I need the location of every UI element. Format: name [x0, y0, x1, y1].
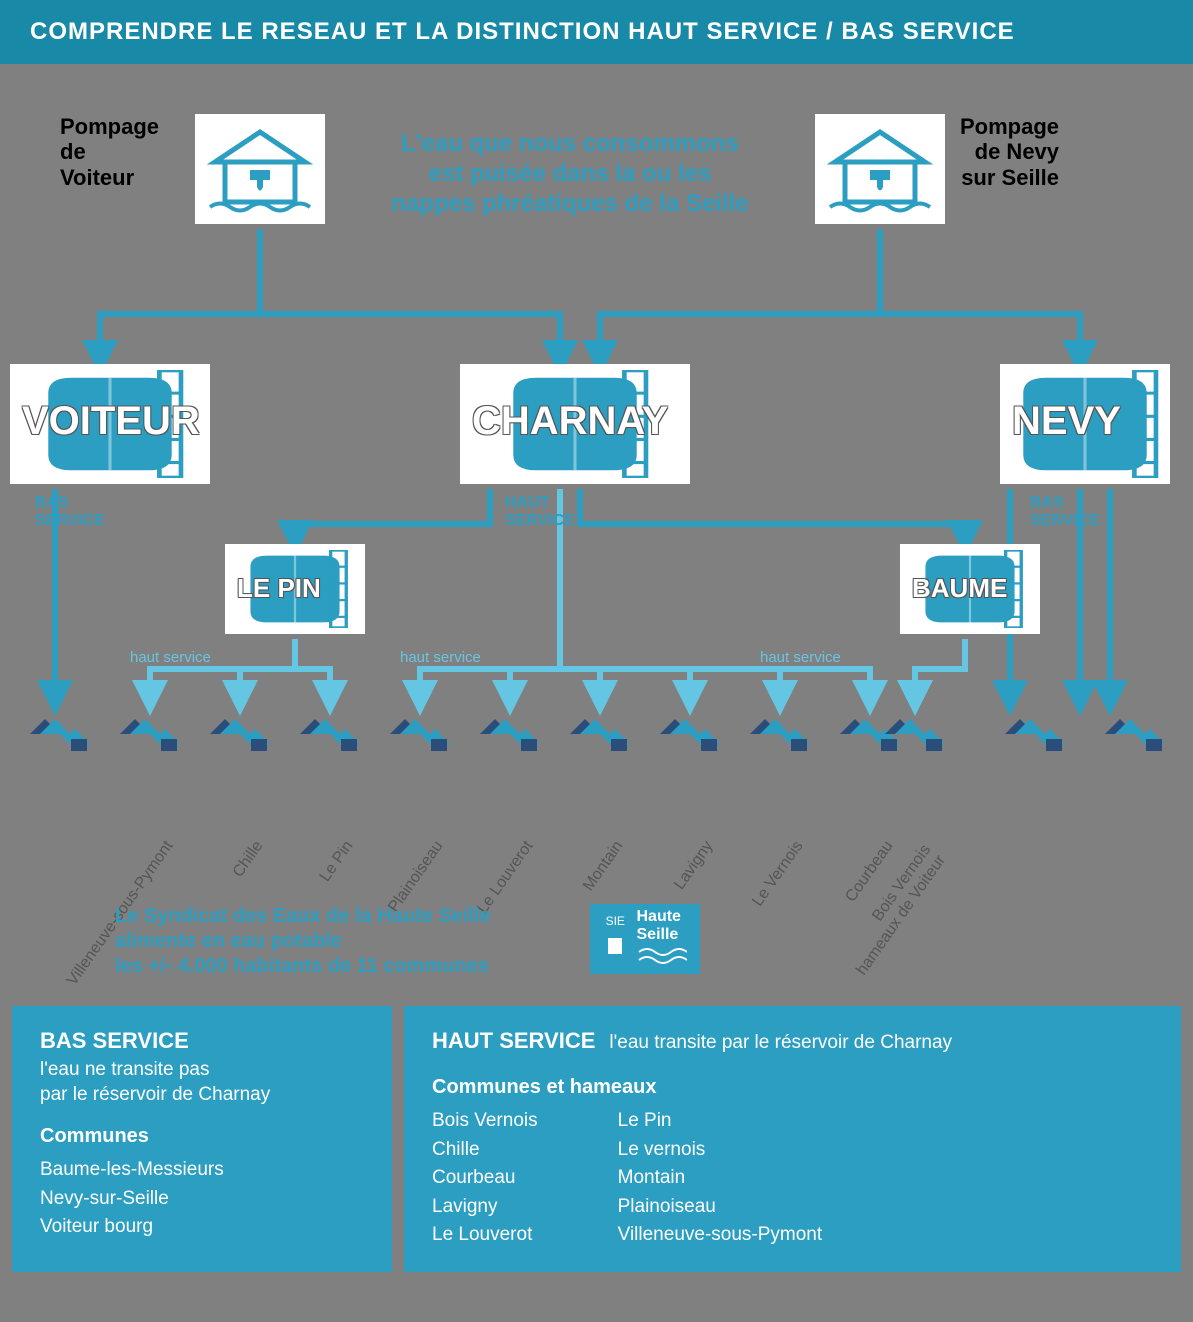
haut-col2: Le PinLe vernoisMontainPlainoiseauVillen…: [618, 1107, 823, 1250]
pump-house-icon: [195, 114, 325, 224]
service-label-voiteur: BASSERVICE: [35, 494, 105, 529]
commune-house-icon: [1000, 704, 1070, 754]
reservoir-label-voiteur: VOITEUR: [22, 399, 200, 444]
network-diagram: PompagedeVoiteur Pompagede Nevysur Seill…: [0, 64, 1193, 994]
bas-title: BAS SERVICE: [40, 1028, 364, 1054]
header-title: COMPRENDRE LE RESEAU ET LA DISTINCTION H…: [0, 0, 1193, 64]
commune-house-icon: [385, 704, 455, 754]
commune-house-icon: [475, 704, 545, 754]
haute-seille-logo: SIE HauteSeille: [590, 904, 700, 974]
pump-left-label: PompagedeVoiteur: [60, 114, 159, 190]
haut-col1: Bois VernoisChilleCourbeauLavignyLe Louv…: [432, 1107, 538, 1250]
commune-house-icon: [1100, 704, 1170, 754]
pump-right-label: Pompagede Nevysur Seille: [960, 114, 1059, 190]
commune-house-icon: [655, 704, 725, 754]
commune-house-icon: [745, 704, 815, 754]
haut-service-label: haut service: [400, 649, 481, 666]
bas-subtitle: l'eau ne transite paspar le réservoir de…: [40, 1058, 364, 1107]
haut-subtitle: l'eau transite par le réservoir de Charn…: [609, 1032, 952, 1054]
legend-panel: BAS SERVICE l'eau ne transite paspar le …: [0, 994, 1193, 1284]
service-label-nevy: BASSERVICE: [1030, 494, 1100, 529]
bas-section: Communes: [40, 1125, 364, 1148]
syndicat-text: Le Syndicat des Eaux de la Haute Seillea…: [115, 904, 491, 979]
bas-communes-list: Baume-les-MessieursNevy-sur-SeilleVoiteu…: [40, 1156, 364, 1242]
reservoir-label-lepin: LE PIN: [237, 573, 321, 604]
reservoir-label-charnay: CHARNAY: [472, 399, 668, 444]
reservoir-label-nevy: NEVY: [1012, 399, 1121, 444]
pump-house-icon: [815, 114, 945, 224]
commune-house-icon: [115, 704, 185, 754]
haut-section: Communes et hameaux: [432, 1076, 1153, 1099]
haut-service-label: haut service: [130, 649, 211, 666]
reservoir-label-baume: BAUME: [912, 573, 1007, 604]
service-label-charnay: HAUTSERVICE: [505, 494, 575, 529]
commune-house-icon: [25, 704, 95, 754]
haut-title: HAUT SERVICE: [432, 1028, 595, 1054]
bas-service-box: BAS SERVICE l'eau ne transite paspar le …: [12, 1006, 392, 1272]
commune-house-icon: [205, 704, 275, 754]
commune-house-icon: [880, 704, 950, 754]
center-description: L'eau que nous consommonsest puisée dans…: [345, 129, 795, 219]
haut-service-label: haut service: [760, 649, 841, 666]
commune-house-icon: [565, 704, 635, 754]
commune-house-icon: [295, 704, 365, 754]
haut-service-box: HAUT SERVICE l'eau transite par le réser…: [404, 1006, 1181, 1272]
